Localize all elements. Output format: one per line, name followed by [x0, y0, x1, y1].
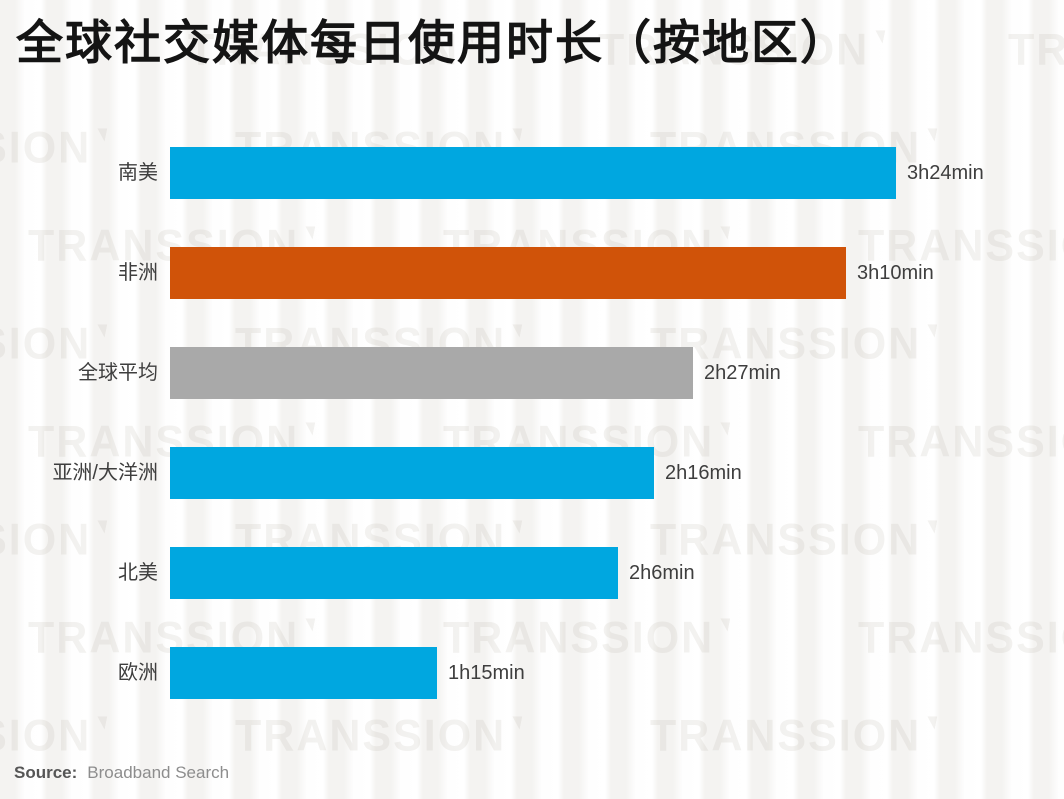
category-label: 南美 [118, 162, 158, 184]
bar [170, 147, 896, 199]
bar-row: 亚洲/大洋洲 2h16min [0, 447, 1064, 499]
bar-row: 北美 2h6min [0, 547, 1064, 599]
bar [170, 647, 437, 699]
chart-title: 全球社交媒体每日使用时长（按地区） [16, 16, 849, 69]
value-label: 2h16min [665, 462, 742, 484]
bar-row: 南美 3h24min [0, 147, 1064, 199]
source-value: Broadband Search [87, 763, 230, 782]
source-label: Source: [14, 763, 78, 782]
category-label: 北美 [118, 562, 158, 584]
bar [170, 447, 654, 499]
category-label: 全球平均 [78, 362, 158, 384]
bar [170, 547, 618, 599]
value-label: 2h6min [629, 562, 695, 584]
value-label: 1h15min [448, 662, 525, 684]
bar-row: 非洲 3h10min [0, 247, 1064, 299]
source-line: Source: Broadband Search [14, 763, 229, 783]
bar-row: 欧洲 1h15min [0, 647, 1064, 699]
value-label: 3h24min [907, 162, 984, 184]
value-label: 3h10min [857, 262, 934, 284]
value-label: 2h27min [704, 362, 781, 384]
category-label: 亚洲/大洋洲 [52, 462, 158, 484]
category-label: 非洲 [118, 262, 158, 284]
bar [170, 347, 693, 399]
category-label: 欧洲 [118, 662, 158, 684]
bar [170, 247, 846, 299]
bar-row: 全球平均 2h27min [0, 347, 1064, 399]
